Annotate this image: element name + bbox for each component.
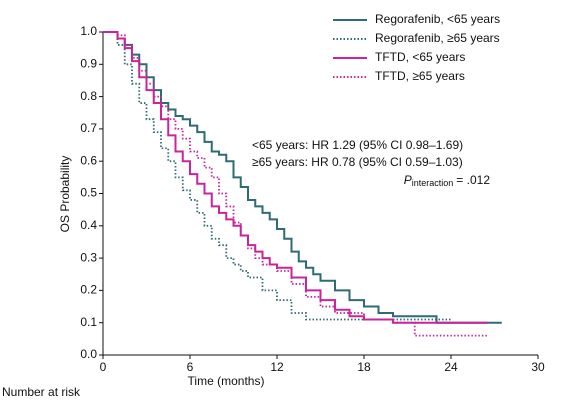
x-tick-label: 18 [357,360,371,374]
km-curve [103,31,502,324]
y-tick-label: 0.4 [80,218,97,232]
annotation: <65 years: HR 1.29 (95% CI 0.98–1.69) [252,138,463,152]
y-tick-label: 1.0 [80,24,97,38]
x-tick-label: 30 [531,360,545,374]
y-tick-label: 0.1 [80,315,97,329]
y-tick-label: 0.8 [80,89,97,103]
y-tick-label: 0.7 [80,121,97,135]
legend-label: TFTD, ≥65 years [375,69,465,83]
km-curve [103,31,451,321]
km-curve [103,31,488,324]
p-text: = .012 [456,173,490,187]
x-tick-label: 6 [187,360,194,374]
legend-label: TFTD, <65 years [375,50,465,64]
x-tick-label: 24 [444,360,458,374]
x-tick-label: 12 [270,360,284,374]
y-tick-label: 0.5 [80,186,97,200]
p-annotation: Pinteraction = .012 [404,173,491,188]
y-tick-label: 0.9 [80,56,97,70]
p-subscript: interaction [412,178,454,188]
x-tick-label: 0 [100,360,107,374]
legend-label: Regorafenib, ≥65 years [375,31,500,45]
x-axis-label: Time (months) [188,374,265,388]
y-tick-label: 0.0 [80,347,97,361]
y-tick-label: 0.2 [80,283,97,297]
legend-label: Regorafenib, <65 years [375,12,500,26]
y-tick-label: 0.3 [80,250,97,264]
y-axis-label: OS Probability [58,156,72,233]
km-curve [103,31,488,337]
annotation: ≥65 years: HR 0.78 (95% CI 0.59–1.03) [252,155,463,169]
p-symbol: P [404,173,412,187]
footer: Number at risk [2,385,81,399]
y-tick-label: 0.6 [80,153,97,167]
